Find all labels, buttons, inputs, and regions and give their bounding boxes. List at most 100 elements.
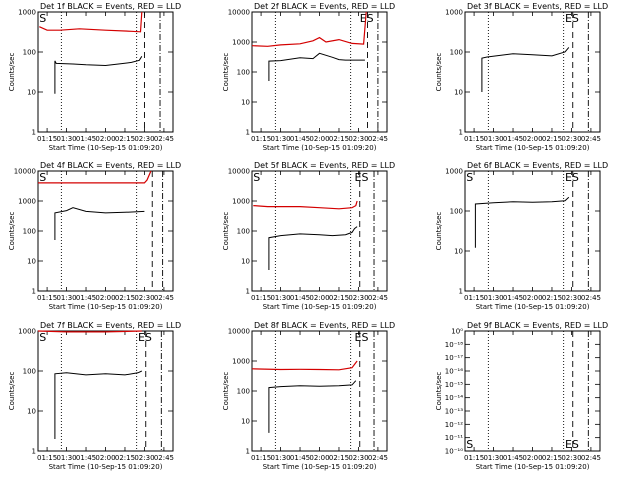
y-tick-label: 100 <box>23 228 36 236</box>
y-tick-label: 10000 <box>228 168 250 176</box>
x-tick-label: 02:00 <box>522 454 542 462</box>
chart-title: Det 4f BLACK = Events, RED = LLD <box>40 161 181 170</box>
series-line-2 <box>39 11 143 33</box>
x-tick-label: 02:00 <box>309 135 329 143</box>
x-tick-label: 01:30 <box>270 454 290 462</box>
x-tick-label: 02:30 <box>561 135 581 143</box>
y-tick-label: 100 <box>450 49 463 57</box>
x-axis-label: Start Time (10-Sep-15 01:09:20) <box>476 144 590 152</box>
x-tick-label: 02:30 <box>561 294 581 302</box>
y-tick-label: 1 <box>246 448 250 456</box>
plot-frame <box>37 170 174 292</box>
y-tick-label: 1 <box>32 129 36 137</box>
y-tick-label: 1000 <box>445 168 463 176</box>
x-tick-label: 01:15 <box>464 454 484 462</box>
x-tick-label: 02:15 <box>115 135 135 143</box>
x-tick-label: 02:15 <box>542 294 562 302</box>
x-tick-label: 01:45 <box>503 454 523 462</box>
x-tick-label: 01:45 <box>76 135 96 143</box>
x-tick-label: 02:45 <box>368 454 388 462</box>
y-tick-label: 10 <box>27 89 36 97</box>
x-tick-label: 01:30 <box>483 454 503 462</box>
x-tick-label: 02:45 <box>581 294 601 302</box>
x-tick-label: 02:30 <box>134 294 154 302</box>
marker-label: S <box>253 171 260 184</box>
y-tick-label: 10 <box>454 248 463 256</box>
y-tick-label: 10⁻¹⁷ <box>445 354 463 362</box>
y-axis-label: Counts/sec <box>222 372 230 411</box>
series-line-1 <box>481 47 570 92</box>
plot-frame <box>251 170 388 292</box>
x-tick-label: 01:30 <box>483 135 503 143</box>
x-tick-label: 02:00 <box>95 454 115 462</box>
series-line-2 <box>251 11 367 47</box>
x-tick-label: 02:00 <box>95 135 115 143</box>
y-axis-label: Counts/sec <box>435 372 443 411</box>
marker-label: S <box>466 171 473 184</box>
y-tick-label: 10⁻¹⁸ <box>445 341 463 349</box>
x-tick-label: 02:15 <box>542 454 562 462</box>
marker-label: ES <box>355 331 369 344</box>
plot-frame <box>37 330 174 452</box>
series-line-1 <box>268 380 357 433</box>
x-tick-label: 02:45 <box>581 454 601 462</box>
series-line-2 <box>38 170 152 184</box>
y-tick-label: 10⁻¹² <box>445 421 463 429</box>
x-tick-label: 01:30 <box>56 294 76 302</box>
y-axis-label: Counts/sec <box>8 53 16 92</box>
plot-frame <box>464 11 601 133</box>
x-tick-label: 01:45 <box>503 135 523 143</box>
x-tick-label: 02:15 <box>329 294 349 302</box>
y-tick-label: 10⁻¹⁴ <box>445 394 463 402</box>
x-tick-label: 01:30 <box>56 135 76 143</box>
y-tick-label: 1 <box>246 288 250 296</box>
series-line-2 <box>251 360 358 371</box>
x-tick-label: 02:30 <box>561 454 581 462</box>
x-tick-label: 02:15 <box>329 454 349 462</box>
chart-panel-2: Det 2f BLACK = Events, RED = LLD 01:15 01:… <box>222 2 395 152</box>
x-tick-label: 01:15 <box>251 294 271 302</box>
chart-title: Det 1f BLACK = Events, RED = LLD <box>40 2 181 11</box>
y-axis-label: Counts/sec <box>222 212 230 251</box>
x-axis-label: Start Time (10-Sep-15 01:09:20) <box>263 144 377 152</box>
x-axis-label: Start Time (10-Sep-15 01:09:20) <box>49 144 163 152</box>
y-tick-label: 100 <box>450 208 463 216</box>
marker-label: ES <box>565 438 579 451</box>
x-tick-label: 01:15 <box>464 135 484 143</box>
series-line-1 <box>474 196 570 248</box>
x-tick-label: 02:45 <box>154 294 174 302</box>
x-tick-label: 01:45 <box>76 294 96 302</box>
x-tick-label: 01:30 <box>270 135 290 143</box>
x-tick-label: 01:15 <box>251 135 271 143</box>
x-tick-label: 02:45 <box>368 135 388 143</box>
x-tick-label: 02:30 <box>134 135 154 143</box>
x-tick-label: 02:45 <box>368 294 388 302</box>
chart-title: Det 8f BLACK = Events, RED = LLD <box>254 321 395 330</box>
marker-label: S <box>466 438 473 451</box>
y-tick-label: 1 <box>32 288 36 296</box>
x-tick-label: 01:45 <box>290 454 310 462</box>
y-tick-label: 10⁻¹⁵ <box>445 381 463 389</box>
plot-frame <box>251 11 388 133</box>
x-tick-label: 02:15 <box>329 135 349 143</box>
x-tick-label: 02:00 <box>95 294 115 302</box>
x-axis-label: Start Time (10-Sep-15 01:09:20) <box>263 463 377 471</box>
x-tick-label: 01:45 <box>76 454 96 462</box>
x-tick-label: 02:30 <box>348 294 368 302</box>
y-tick-label: 10000 <box>228 328 250 336</box>
x-tick-label: 02:00 <box>522 294 542 302</box>
y-tick-label: 100 <box>237 228 250 236</box>
x-axis-label: Start Time (10-Sep-15 01:09:20) <box>476 303 590 311</box>
x-axis-label: Start Time (10-Sep-15 01:09:20) <box>49 463 163 471</box>
y-tick-label: 100 <box>237 69 250 77</box>
series-line-1 <box>54 207 145 240</box>
y-tick-label: 10 <box>454 89 463 97</box>
chart-title: Det 2f BLACK = Events, RED = LLD <box>254 2 395 11</box>
